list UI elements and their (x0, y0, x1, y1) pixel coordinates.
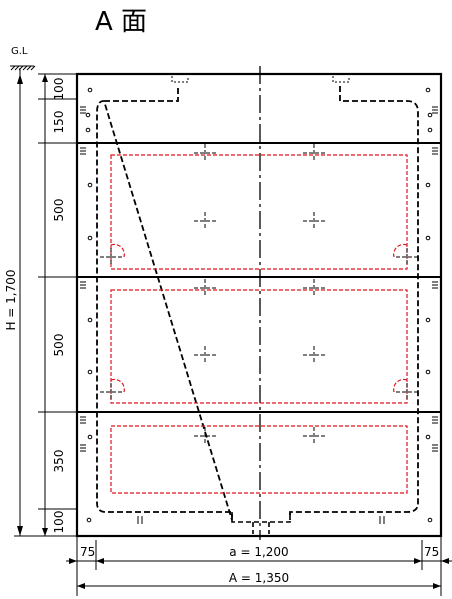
hole-mark (425, 317, 431, 323)
dim-label-right-75: 75 (424, 545, 439, 559)
dim-label-inner-width: a = 1,200 (229, 545, 288, 559)
segment-lines (77, 142, 441, 413)
hole-mark (425, 182, 431, 188)
hole-mark (87, 369, 93, 375)
dim-label-100-bottom: 100 (52, 511, 66, 534)
hole-mark (87, 434, 93, 440)
hole-mark (427, 112, 433, 118)
side-ticks (80, 106, 438, 524)
dim-label-100-top: 100 (52, 78, 66, 101)
red-openings (110, 154, 408, 494)
crosshair-markers (100, 144, 418, 445)
crosshair (303, 427, 325, 445)
height-dimension-chain (14, 68, 77, 537)
dim-label-350: 350 (52, 450, 66, 473)
hole-mark (425, 434, 431, 440)
dim-label-total-width: A = 1,350 (229, 571, 289, 585)
crosshair (303, 279, 325, 297)
top-notch-marks (171, 76, 350, 83)
crosshair (396, 383, 418, 401)
view-title: A 面 (95, 7, 147, 37)
hole-mark (87, 235, 93, 241)
dim-label-total-height: H = 1,700 (4, 269, 18, 330)
dimension-arrows (17, 74, 48, 536)
dim-label-left-75: 75 (80, 545, 95, 559)
side-holes (85, 87, 433, 523)
ground-hatch (10, 65, 36, 71)
crosshair (303, 346, 325, 364)
hole-mark (427, 517, 433, 523)
crosshair (100, 248, 122, 266)
crosshair (194, 427, 216, 445)
hole-mark (425, 369, 431, 375)
inner-dashed-boundary (96, 86, 419, 521)
hole-mark (85, 127, 91, 133)
dim-label-500-upper: 500 (52, 199, 66, 222)
outer-panel (75, 72, 443, 538)
crosshair (194, 279, 216, 297)
hole-mark (425, 87, 431, 93)
dim-label-500-lower: 500 (52, 334, 66, 357)
ground-level-label: G.L (11, 46, 28, 57)
hole-mark (86, 517, 92, 523)
hole-mark (425, 235, 431, 241)
hole-mark (87, 87, 93, 93)
hole-mark (87, 182, 93, 188)
crosshair (303, 144, 325, 162)
hole-mark (85, 112, 91, 118)
dim-label-150: 150 (52, 111, 66, 134)
bottom-notch (231, 512, 291, 534)
height-dimension-labels: 100 150 500 500 350 100 H = 1,700 (4, 78, 66, 534)
crosshair (100, 383, 122, 401)
hole-mark (427, 127, 433, 133)
crosshair (194, 212, 216, 230)
crosshair (396, 248, 418, 266)
hole-mark (87, 317, 93, 323)
crosshair (303, 212, 325, 230)
crosshair (194, 346, 216, 364)
width-arrows (69, 558, 449, 589)
crosshair (194, 144, 216, 162)
